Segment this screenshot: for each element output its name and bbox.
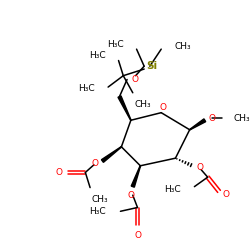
Text: H₃C: H₃C (89, 51, 105, 60)
Text: O: O (160, 104, 166, 112)
Text: O: O (56, 168, 62, 177)
Polygon shape (118, 96, 131, 120)
Text: O: O (127, 192, 134, 200)
Text: H₃C: H₃C (78, 84, 95, 94)
Text: CH₃: CH₃ (135, 100, 151, 109)
Polygon shape (190, 119, 206, 130)
Polygon shape (131, 166, 140, 187)
Text: O: O (134, 231, 141, 240)
Text: CH₃: CH₃ (174, 42, 191, 51)
Text: H₃C: H₃C (89, 207, 105, 216)
Text: O: O (223, 190, 230, 199)
Text: CH₃: CH₃ (233, 114, 250, 123)
Text: O: O (92, 160, 99, 168)
Text: Si: Si (146, 61, 157, 71)
Text: O: O (132, 75, 139, 84)
Text: H₃C: H₃C (107, 40, 123, 49)
Polygon shape (102, 146, 121, 162)
Text: O: O (209, 114, 216, 123)
Text: CH₃: CH₃ (92, 195, 108, 204)
Text: O: O (196, 163, 203, 172)
Text: H₃C: H₃C (164, 185, 181, 194)
